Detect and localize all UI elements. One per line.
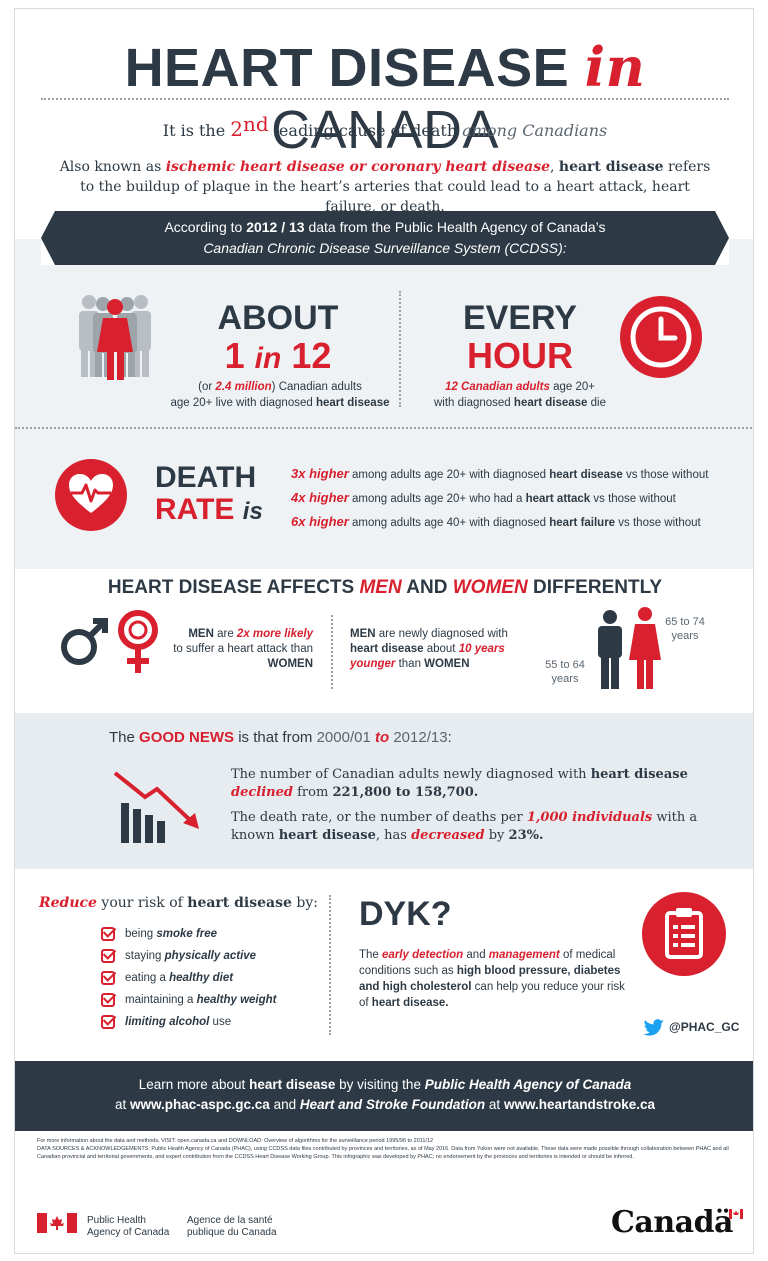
death-rate-line: 4x higher among adults age 20+ who had a… bbox=[291, 490, 676, 505]
men-heart-attack-fact: MEN are 2x more likely to suffer a heart… bbox=[173, 628, 313, 670]
description: Also known as ischemic heart disease or … bbox=[59, 159, 711, 215]
divider-vertical bbox=[329, 895, 331, 1035]
death-rate-line: 3x higher among adults age 20+ with diag… bbox=[291, 466, 709, 481]
man-figure-icon bbox=[598, 610, 622, 689]
banner-line-2: Canadian Chronic Disease Surveillance Sy… bbox=[203, 240, 567, 256]
banner-notch-left bbox=[41, 211, 55, 265]
woman-figure-icon bbox=[629, 607, 661, 689]
checklist-item: limiting alcohol use bbox=[101, 1015, 231, 1029]
men-women-title: HEART DISEASE AFFECTS MEN AND WOMEN DIFF… bbox=[107, 577, 663, 598]
about-label: ABOUT bbox=[217, 299, 339, 337]
heart-monitor-icon bbox=[55, 459, 127, 531]
fine-print: For more information about the data and … bbox=[37, 1137, 737, 1161]
phac-english-name: Public Health Agency of Canada bbox=[87, 1215, 170, 1238]
infographic: HEART DISEASE in CANADA It is the 2nd le… bbox=[14, 8, 754, 1254]
new-diagnoses-fact: The number of Canadian adults newly diag… bbox=[231, 767, 688, 800]
source-banner: According to 2012 / 13 data from the Pub… bbox=[41, 211, 729, 265]
people-group-icon bbox=[79, 295, 151, 380]
women-age-range: 65 to 74 years bbox=[665, 616, 705, 642]
divider-vertical bbox=[399, 291, 401, 407]
men-diagnosis-age-fact: MEN are newly diagnosed with heart disea… bbox=[350, 628, 508, 670]
heart-stroke-link[interactable]: www.heartandstroke.ca bbox=[503, 1097, 656, 1112]
one-in-twelve: 1 in 12 bbox=[224, 335, 332, 376]
stats-background bbox=[15, 239, 753, 569]
phac-french-name: Agence de la santé publique du Canada bbox=[187, 1215, 277, 1238]
canada-wordmark: Canadä bbox=[611, 1205, 743, 1240]
death-label: DEATH bbox=[155, 461, 257, 494]
checkmark-icon bbox=[101, 949, 115, 963]
checkmark-icon bbox=[101, 993, 115, 1007]
death-rate-line: 6x higher among adults age 40+ with diag… bbox=[291, 514, 701, 529]
good-news-heading: The GOOD NEWS is that from 2000/01 to 20… bbox=[109, 729, 452, 746]
divider bbox=[41, 98, 729, 100]
men-age-range: 55 to 64 years bbox=[545, 659, 585, 685]
checkmark-icon bbox=[101, 971, 115, 985]
dyk-text: The early detection and management of me… bbox=[359, 949, 625, 1009]
divider bbox=[15, 427, 753, 429]
fine-print-line: DATA SOURCES & ACKNOWLEDGEMENTS: Public … bbox=[37, 1146, 729, 1160]
about-subtext: (or 2.4 million) Canadian adults age 20+… bbox=[170, 381, 390, 409]
checklist-item: being smoke free bbox=[101, 927, 217, 941]
female-symbol-icon bbox=[118, 610, 158, 673]
every-label: EVERY bbox=[462, 299, 577, 337]
leading-cause-line: It is the 2nd leading cause of death amo… bbox=[162, 112, 608, 141]
dyk-title: DYK? bbox=[359, 895, 452, 933]
divider-vertical bbox=[331, 615, 333, 689]
declining-chart-icon bbox=[113, 771, 199, 843]
phac-link[interactable]: www.phac-aspc.gc.ca bbox=[130, 1097, 270, 1112]
checkmark-icon bbox=[101, 1015, 115, 1029]
page-title: HEART DISEASE in CANADA bbox=[124, 35, 646, 160]
banner-notch-right bbox=[715, 211, 729, 265]
clock-icon bbox=[620, 296, 702, 378]
twitter-handle[interactable]: @PHAC_GC bbox=[643, 1019, 739, 1037]
male-symbol-icon bbox=[61, 618, 108, 665]
checklist-item: maintaining a healthy weight bbox=[101, 993, 276, 1007]
twitter-bird-icon bbox=[643, 1019, 664, 1036]
reduce-risk-heading: Reduce your risk of heart disease by: bbox=[39, 895, 318, 911]
canada-flag-icon bbox=[37, 1213, 77, 1233]
every-hour-subtext: 12 Canadian adults age 20+ with diagnose… bbox=[433, 381, 606, 409]
checklist-item: eating a healthy diet bbox=[101, 971, 233, 985]
learn-more-banner: Learn more about heart disease by visiti… bbox=[15, 1061, 753, 1131]
clipboard-icon bbox=[642, 892, 726, 976]
hour-label: HOUR bbox=[467, 335, 573, 376]
fine-print-line: For more information about the data and … bbox=[37, 1138, 434, 1144]
rate-label: RATE is bbox=[155, 493, 263, 526]
death-rate-decrease-fact: The death rate, or the number of deaths … bbox=[231, 810, 698, 843]
checklist-item: staying physically active bbox=[101, 949, 256, 963]
checkmark-icon bbox=[101, 927, 115, 941]
wordmark-flag-icon bbox=[729, 1209, 743, 1219]
